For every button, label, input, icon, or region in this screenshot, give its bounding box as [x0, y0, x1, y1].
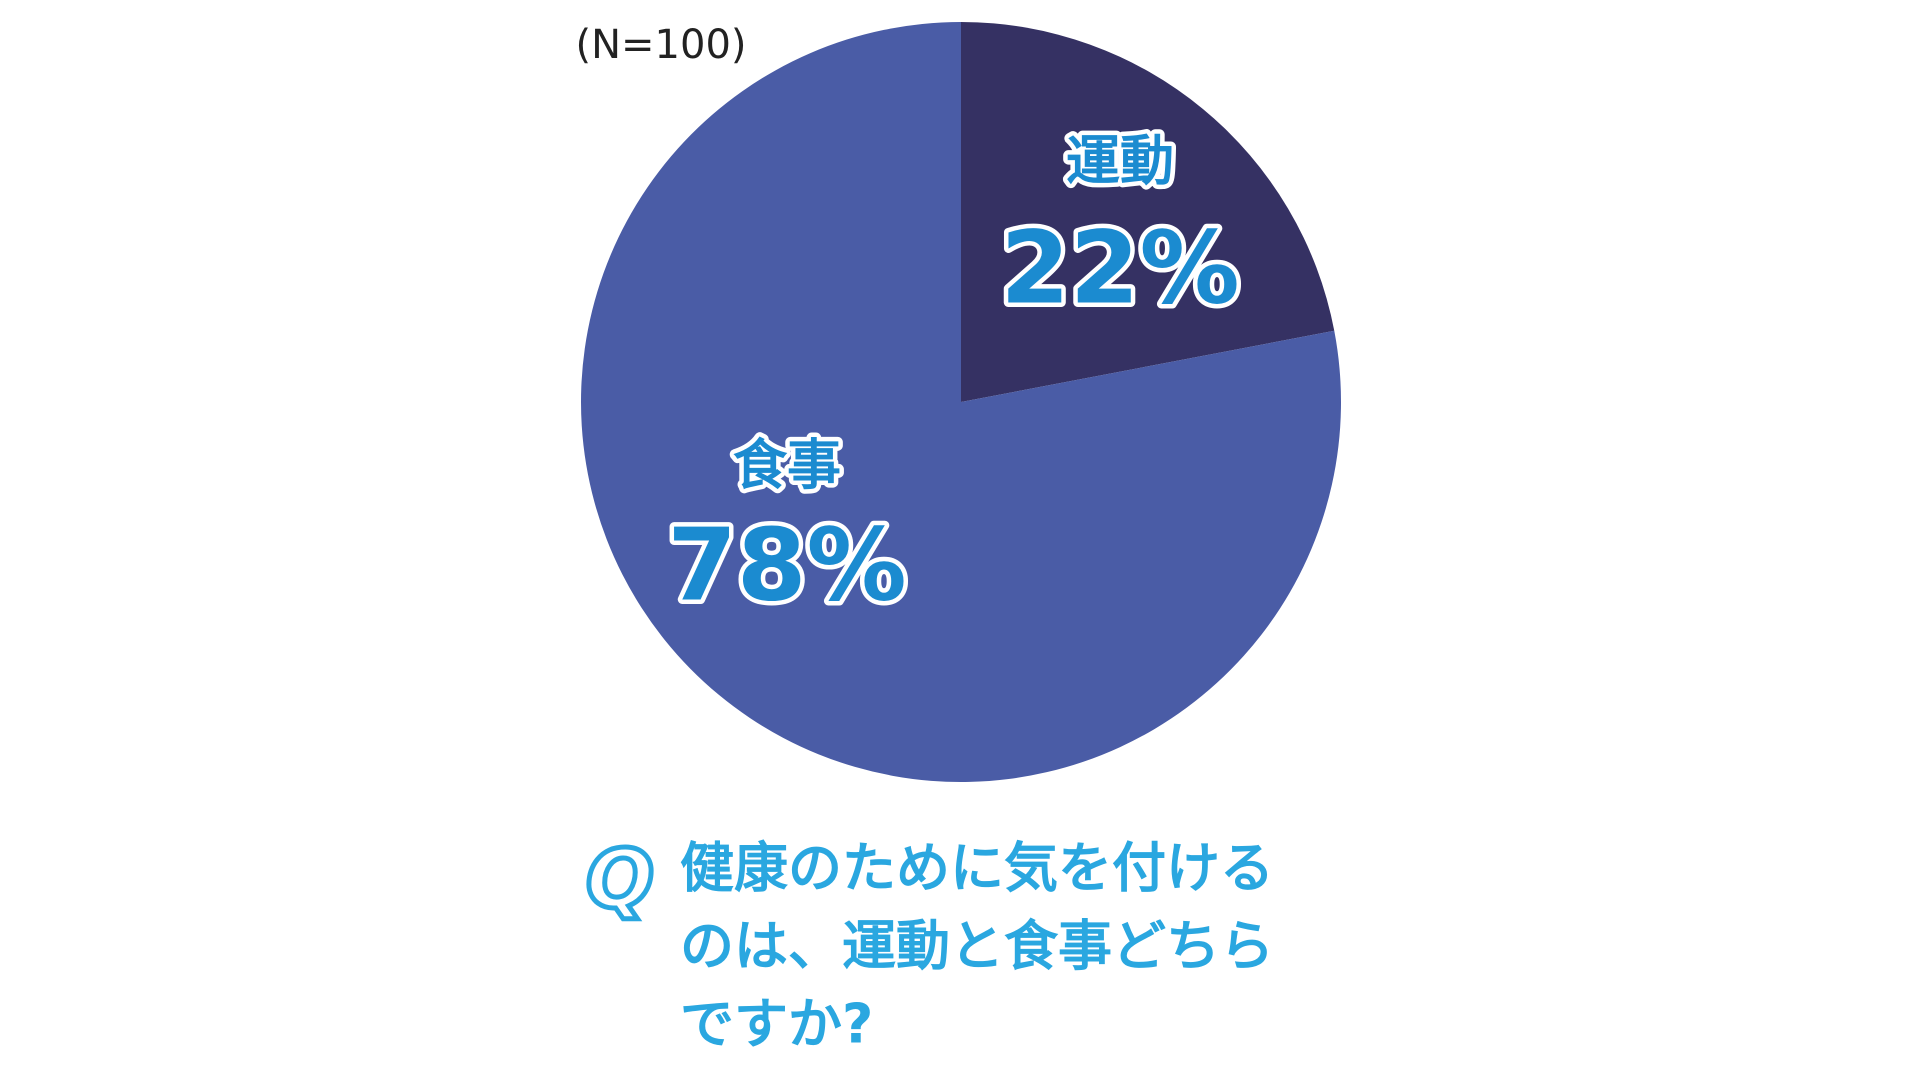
slice-value: 22%: [1000, 209, 1239, 326]
slice-value: 78%: [667, 506, 906, 623]
sample-size: (N=100): [576, 22, 747, 68]
slice-label: 食事: [733, 434, 841, 497]
question-line: 健康のために気を付ける: [680, 837, 1274, 900]
pie-slice: [581, 22, 1341, 782]
question-line: ですか?: [680, 993, 873, 1056]
question-mark: Q: [586, 833, 654, 926]
question-line: のは、運動と食事どちら: [680, 915, 1274, 978]
slice-label: 運動: [1066, 130, 1174, 193]
pie-slice: [961, 22, 1335, 402]
